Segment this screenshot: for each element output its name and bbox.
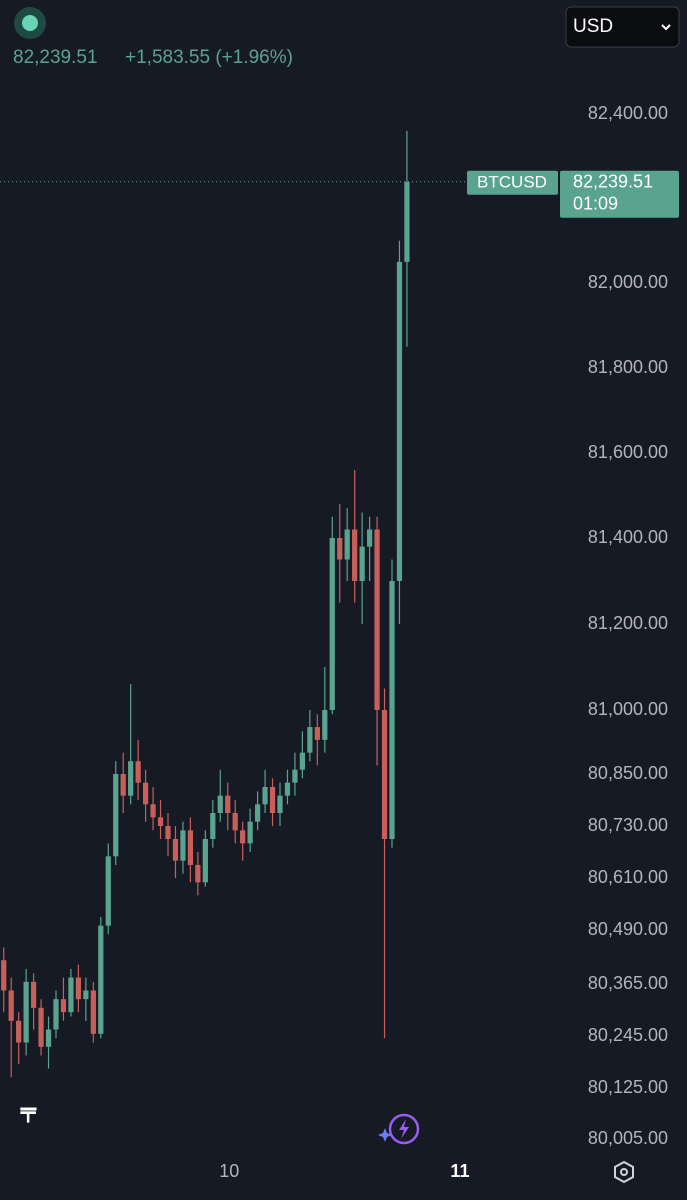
y-tick-label: 81,200.00 bbox=[588, 613, 668, 633]
candle-body bbox=[396, 261, 403, 581]
candle-body bbox=[83, 990, 89, 1000]
y-tick-label: 80,005.00 bbox=[588, 1128, 668, 1148]
candle-body bbox=[16, 1020, 22, 1043]
currency-label: USD bbox=[573, 16, 613, 37]
y-tick-label: 80,850.00 bbox=[588, 763, 668, 783]
y-tick-label: 80,490.00 bbox=[588, 919, 668, 939]
y-tick-label: 80,730.00 bbox=[588, 815, 668, 835]
x-tick-label: 11 bbox=[450, 1161, 469, 1181]
candle-body bbox=[254, 804, 261, 822]
candle-body bbox=[60, 999, 67, 1013]
candle-body bbox=[30, 981, 37, 1008]
y-tick-label: 81,400.00 bbox=[588, 527, 668, 547]
candle-body bbox=[142, 782, 149, 805]
candle-body bbox=[240, 830, 246, 844]
candle-body bbox=[98, 925, 104, 1034]
candle-body bbox=[1, 960, 7, 991]
plot-area: 82,400.00 82,000.00 81,800.00 81,600.00 81,4… bbox=[0, 103, 679, 1181]
y-tick-label: 82,400.00 bbox=[588, 103, 668, 123]
candle-body bbox=[322, 710, 328, 740]
bolt-icon[interactable] bbox=[388, 1113, 420, 1145]
candle-body bbox=[187, 830, 194, 865]
candle-body bbox=[359, 546, 365, 581]
x-tick-label: 10 bbox=[219, 1161, 239, 1181]
candle-body bbox=[68, 977, 74, 1013]
settings-hole bbox=[620, 1168, 628, 1176]
candle-body bbox=[307, 727, 313, 753]
bolt bbox=[399, 1119, 409, 1139]
candle-body bbox=[120, 774, 126, 796]
candle-body bbox=[232, 813, 238, 831]
settings-icon[interactable] bbox=[614, 1160, 634, 1184]
status-dot bbox=[22, 15, 38, 31]
candle-body bbox=[337, 538, 343, 560]
candle-body bbox=[381, 710, 388, 839]
candle-body bbox=[292, 769, 298, 783]
y-tick-label: 80,245.00 bbox=[588, 1025, 668, 1045]
candle-body bbox=[113, 774, 119, 857]
candle-body bbox=[217, 795, 223, 813]
y-tick-label: 80,125.00 bbox=[588, 1077, 668, 1097]
y-tick-label: 80,610.00 bbox=[588, 867, 668, 887]
candle-body bbox=[150, 804, 156, 818]
candle-body bbox=[135, 761, 141, 783]
candle-body bbox=[53, 999, 59, 1030]
symbol-label: BTCUSD bbox=[477, 172, 547, 191]
sparkle bbox=[378, 1128, 392, 1142]
candle-body bbox=[180, 830, 186, 861]
candle-body bbox=[262, 787, 268, 805]
candle-body bbox=[165, 826, 171, 839]
candle-body bbox=[75, 977, 82, 1000]
candle-body bbox=[374, 529, 380, 710]
y-tick-label: 81,800.00 bbox=[588, 357, 668, 377]
candle-body bbox=[277, 795, 283, 813]
candle-body bbox=[195, 865, 201, 883]
header-change: +1,583.55 (+1.96%) bbox=[125, 47, 293, 68]
candle-body bbox=[23, 981, 29, 1043]
candle-body bbox=[172, 839, 179, 861]
candle-body bbox=[389, 581, 395, 839]
candle-body bbox=[284, 782, 291, 796]
candle-body bbox=[352, 529, 358, 581]
y-tick-label: 81,000.00 bbox=[588, 699, 668, 719]
candle-body bbox=[247, 821, 253, 844]
y-tick-label: 82,000.00 bbox=[588, 272, 668, 292]
candle-body bbox=[225, 795, 231, 813]
candle-body bbox=[128, 761, 134, 796]
currency-select[interactable] bbox=[565, 6, 680, 48]
candle-body bbox=[105, 856, 111, 926]
price-tag-label: 82,239.51 bbox=[573, 172, 653, 192]
symbol-tag bbox=[467, 170, 558, 195]
y-tick-label: 81,600.00 bbox=[588, 442, 668, 462]
candle-body bbox=[210, 813, 216, 839]
candle-body bbox=[157, 817, 164, 826]
candle-body bbox=[404, 181, 410, 262]
logo: ⫧ bbox=[20, 1096, 37, 1129]
candle-body bbox=[90, 990, 96, 1034]
countdown-label: 01:09 bbox=[573, 194, 618, 214]
dropdown-caret bbox=[661, 24, 671, 31]
candle-body bbox=[314, 727, 320, 740]
header-price: 82,239.51 bbox=[13, 47, 98, 68]
candle-body bbox=[269, 787, 276, 813]
candle-body bbox=[344, 529, 350, 560]
candle-body bbox=[8, 990, 14, 1021]
candle-body bbox=[329, 538, 335, 710]
price-tag bbox=[560, 170, 679, 218]
candle-body bbox=[38, 1007, 44, 1047]
candle-body bbox=[202, 839, 208, 883]
candle-body bbox=[45, 1029, 52, 1047]
candle-body bbox=[299, 752, 306, 770]
candle-body bbox=[366, 529, 373, 547]
y-tick-label: 80,365.00 bbox=[588, 973, 668, 993]
